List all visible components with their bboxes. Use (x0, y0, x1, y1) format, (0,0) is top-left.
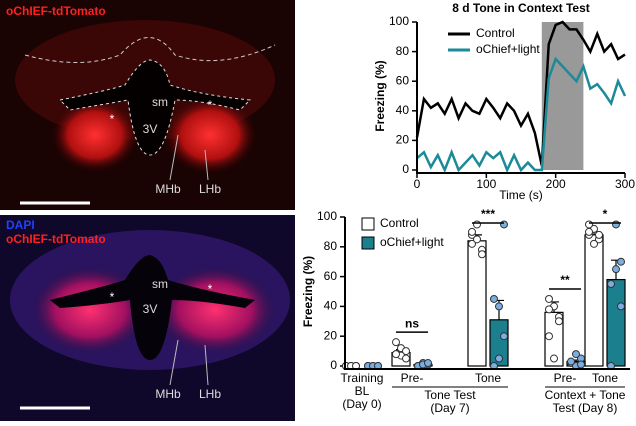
y-tick-label: 40 (396, 103, 410, 117)
data-point (545, 305, 553, 314)
data-point (473, 220, 481, 229)
x-tick-label: 100 (476, 177, 496, 191)
data-point (590, 239, 598, 248)
x-tick-label: 200 (546, 177, 566, 191)
group-label: Tone Test (424, 388, 476, 402)
group-label: Test (Day 8) (553, 401, 618, 415)
image-top (0, 0, 295, 210)
annotation: LHb (199, 387, 221, 401)
legend-swatch (361, 217, 375, 231)
x-tick-label: Pre- (554, 371, 577, 385)
annotation: * (110, 290, 115, 304)
annotation: MHb (155, 182, 181, 196)
data-point (617, 302, 625, 311)
data-point (585, 220, 593, 229)
y-tick-label: 80 (396, 44, 410, 58)
annotation: sm (152, 95, 168, 109)
x-tick-label: Training (341, 371, 384, 385)
group-label: (Day 7) (430, 401, 469, 415)
data-point (392, 350, 400, 359)
y-tick-label: 100 (389, 14, 409, 28)
data-point (567, 357, 575, 366)
annotation: sm (152, 277, 168, 291)
data-point (550, 354, 558, 363)
data-point (545, 332, 553, 341)
x-tick-label: BL (355, 384, 370, 398)
y-tick-label: 20 (396, 133, 410, 147)
x-tick-label: Pre- (401, 371, 424, 385)
data-point (612, 220, 620, 229)
data-point (495, 302, 503, 311)
annotation: LHb (199, 182, 221, 196)
x-axis-label: Time (s) (499, 188, 543, 202)
panel-label: DAPI (6, 218, 35, 232)
group-label: Context + Tone (545, 388, 626, 402)
y-tick-label: 0 (330, 358, 337, 372)
y-tick-label: 40 (324, 299, 338, 313)
y-axis-label: Freezing (%) (301, 256, 315, 327)
data-point (495, 354, 503, 363)
data-point (500, 332, 508, 341)
y-tick-label: 60 (396, 73, 410, 87)
x-tick-label: (Day 0) (342, 397, 381, 411)
y-axis-label: Freezing (%) (373, 60, 387, 131)
data-point (585, 227, 593, 236)
axes (344, 217, 630, 370)
bar (584, 234, 604, 367)
image-bottom (0, 215, 295, 421)
data-point (473, 235, 481, 244)
significance-label: *** (481, 207, 495, 221)
data-point (572, 350, 580, 359)
annotation: * (110, 112, 115, 126)
x-tick-label: Tone (592, 371, 618, 385)
y-tick-label: 100 (317, 209, 337, 223)
annotation: 3V (143, 302, 158, 316)
y-tick-label: 20 (324, 328, 338, 342)
data-point (545, 294, 553, 303)
data-point (424, 359, 432, 368)
legend-swatch (361, 236, 375, 250)
bar (606, 278, 626, 367)
significance-label: ns (405, 316, 419, 330)
data-point (392, 338, 400, 347)
legend-label: Control (476, 26, 515, 40)
series-line (416, 56, 627, 174)
legend-label: oChief+light (476, 42, 540, 56)
data-point (595, 230, 603, 239)
data-point (468, 227, 476, 236)
annotation: * (208, 98, 213, 112)
significance-label: * (603, 207, 608, 221)
data-point (607, 280, 615, 289)
data-point (402, 354, 410, 363)
series-line (415, 20, 626, 166)
x-tick-label: Tone (475, 371, 501, 385)
data-point (500, 220, 508, 229)
data-point (555, 317, 563, 326)
chart-title: 8 d Tone in Context Test (452, 1, 590, 15)
legend-label: Control (380, 216, 419, 230)
x-tick-label: 300 (615, 177, 635, 191)
annotation: * (208, 282, 213, 296)
x-tick-label: 0 (414, 177, 421, 191)
data-point (617, 257, 625, 266)
y-tick-label: 0 (402, 162, 409, 176)
data-point (478, 250, 486, 259)
data-point (577, 360, 585, 369)
panel-label: oChIEF-tdTomato (6, 4, 106, 18)
y-tick-label: 60 (324, 269, 338, 283)
data-point (612, 265, 620, 274)
data-point (468, 239, 476, 248)
panel-label: oChIEF-tdTomato (6, 232, 106, 246)
legend-label: oChief+light (380, 235, 444, 249)
data-point (490, 294, 498, 303)
annotation: MHb (155, 387, 181, 401)
significance-label: ** (560, 273, 570, 287)
annotation: 3V (143, 122, 158, 136)
y-tick-label: 80 (324, 239, 338, 253)
bar (467, 240, 487, 367)
